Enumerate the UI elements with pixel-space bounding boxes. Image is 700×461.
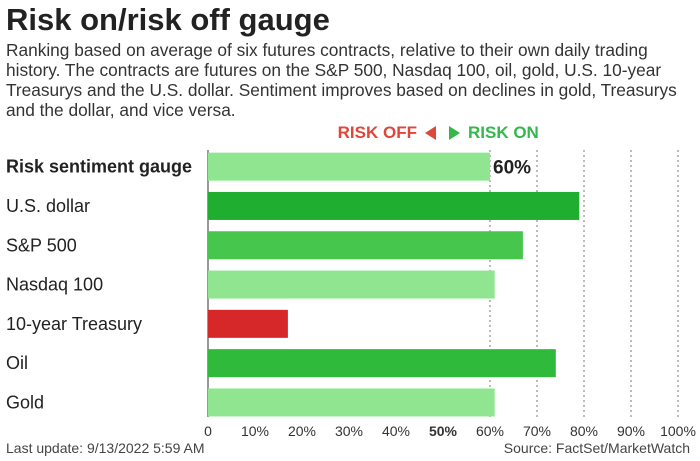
tick-label-40: 40% (382, 423, 410, 439)
legend-risk-on: RISK ON (468, 123, 539, 142)
category-label-1: U.S. dollar (6, 196, 90, 216)
bar-0 (208, 152, 490, 181)
tick-label-100: 100% (660, 423, 696, 439)
tick-label-80: 80% (570, 423, 598, 439)
bar-2 (208, 231, 523, 260)
chart-title: Risk on/risk off gauge (6, 2, 330, 37)
category-label-5: Oil (6, 353, 28, 373)
arrow-left-icon (425, 126, 436, 140)
tick-label-60: 60% (476, 423, 504, 439)
legend: RISK OFF RISK ON (0, 123, 700, 145)
bar-4 (208, 309, 288, 338)
category-labels: Risk sentiment gauge 60% U.S. dollar S&P 50… (6, 157, 531, 413)
source-note: Source: FactSet/MarketWatch (503, 440, 690, 456)
tick-label-10: 10% (241, 423, 269, 439)
last-update: Last update: 9/13/2022 5:59 AM (6, 440, 205, 456)
legend-risk-off: RISK OFF (337, 123, 417, 142)
category-label-6: Gold (6, 392, 44, 412)
chart-subtitle: Ranking based on average of six futures … (6, 40, 677, 120)
category-label-4: 10-year Treasury (6, 314, 142, 334)
x-axis-ticks: 0 10% 20% 30% 40% 50% 60% 70% 80% 90% 100% (204, 423, 696, 439)
tick-label-20: 20% (288, 423, 316, 439)
tick-label-0: 0 (204, 423, 212, 439)
tick-label-50: 50% (429, 423, 458, 439)
value-label-0: 60% (493, 158, 531, 179)
arrow-right-icon (449, 126, 460, 140)
category-label-3: Nasdaq 100 (6, 275, 103, 295)
bar-5 (208, 349, 556, 378)
bars (208, 152, 580, 417)
category-label-2: S&P 500 (6, 235, 77, 255)
category-label-0: Risk sentiment gauge (6, 157, 192, 177)
tick-label-70: 70% (523, 423, 551, 439)
bar-1 (208, 191, 580, 220)
tick-label-90: 90% (617, 423, 645, 439)
bar-6 (208, 388, 495, 417)
bar-3 (208, 270, 495, 299)
tick-label-30: 30% (335, 423, 363, 439)
